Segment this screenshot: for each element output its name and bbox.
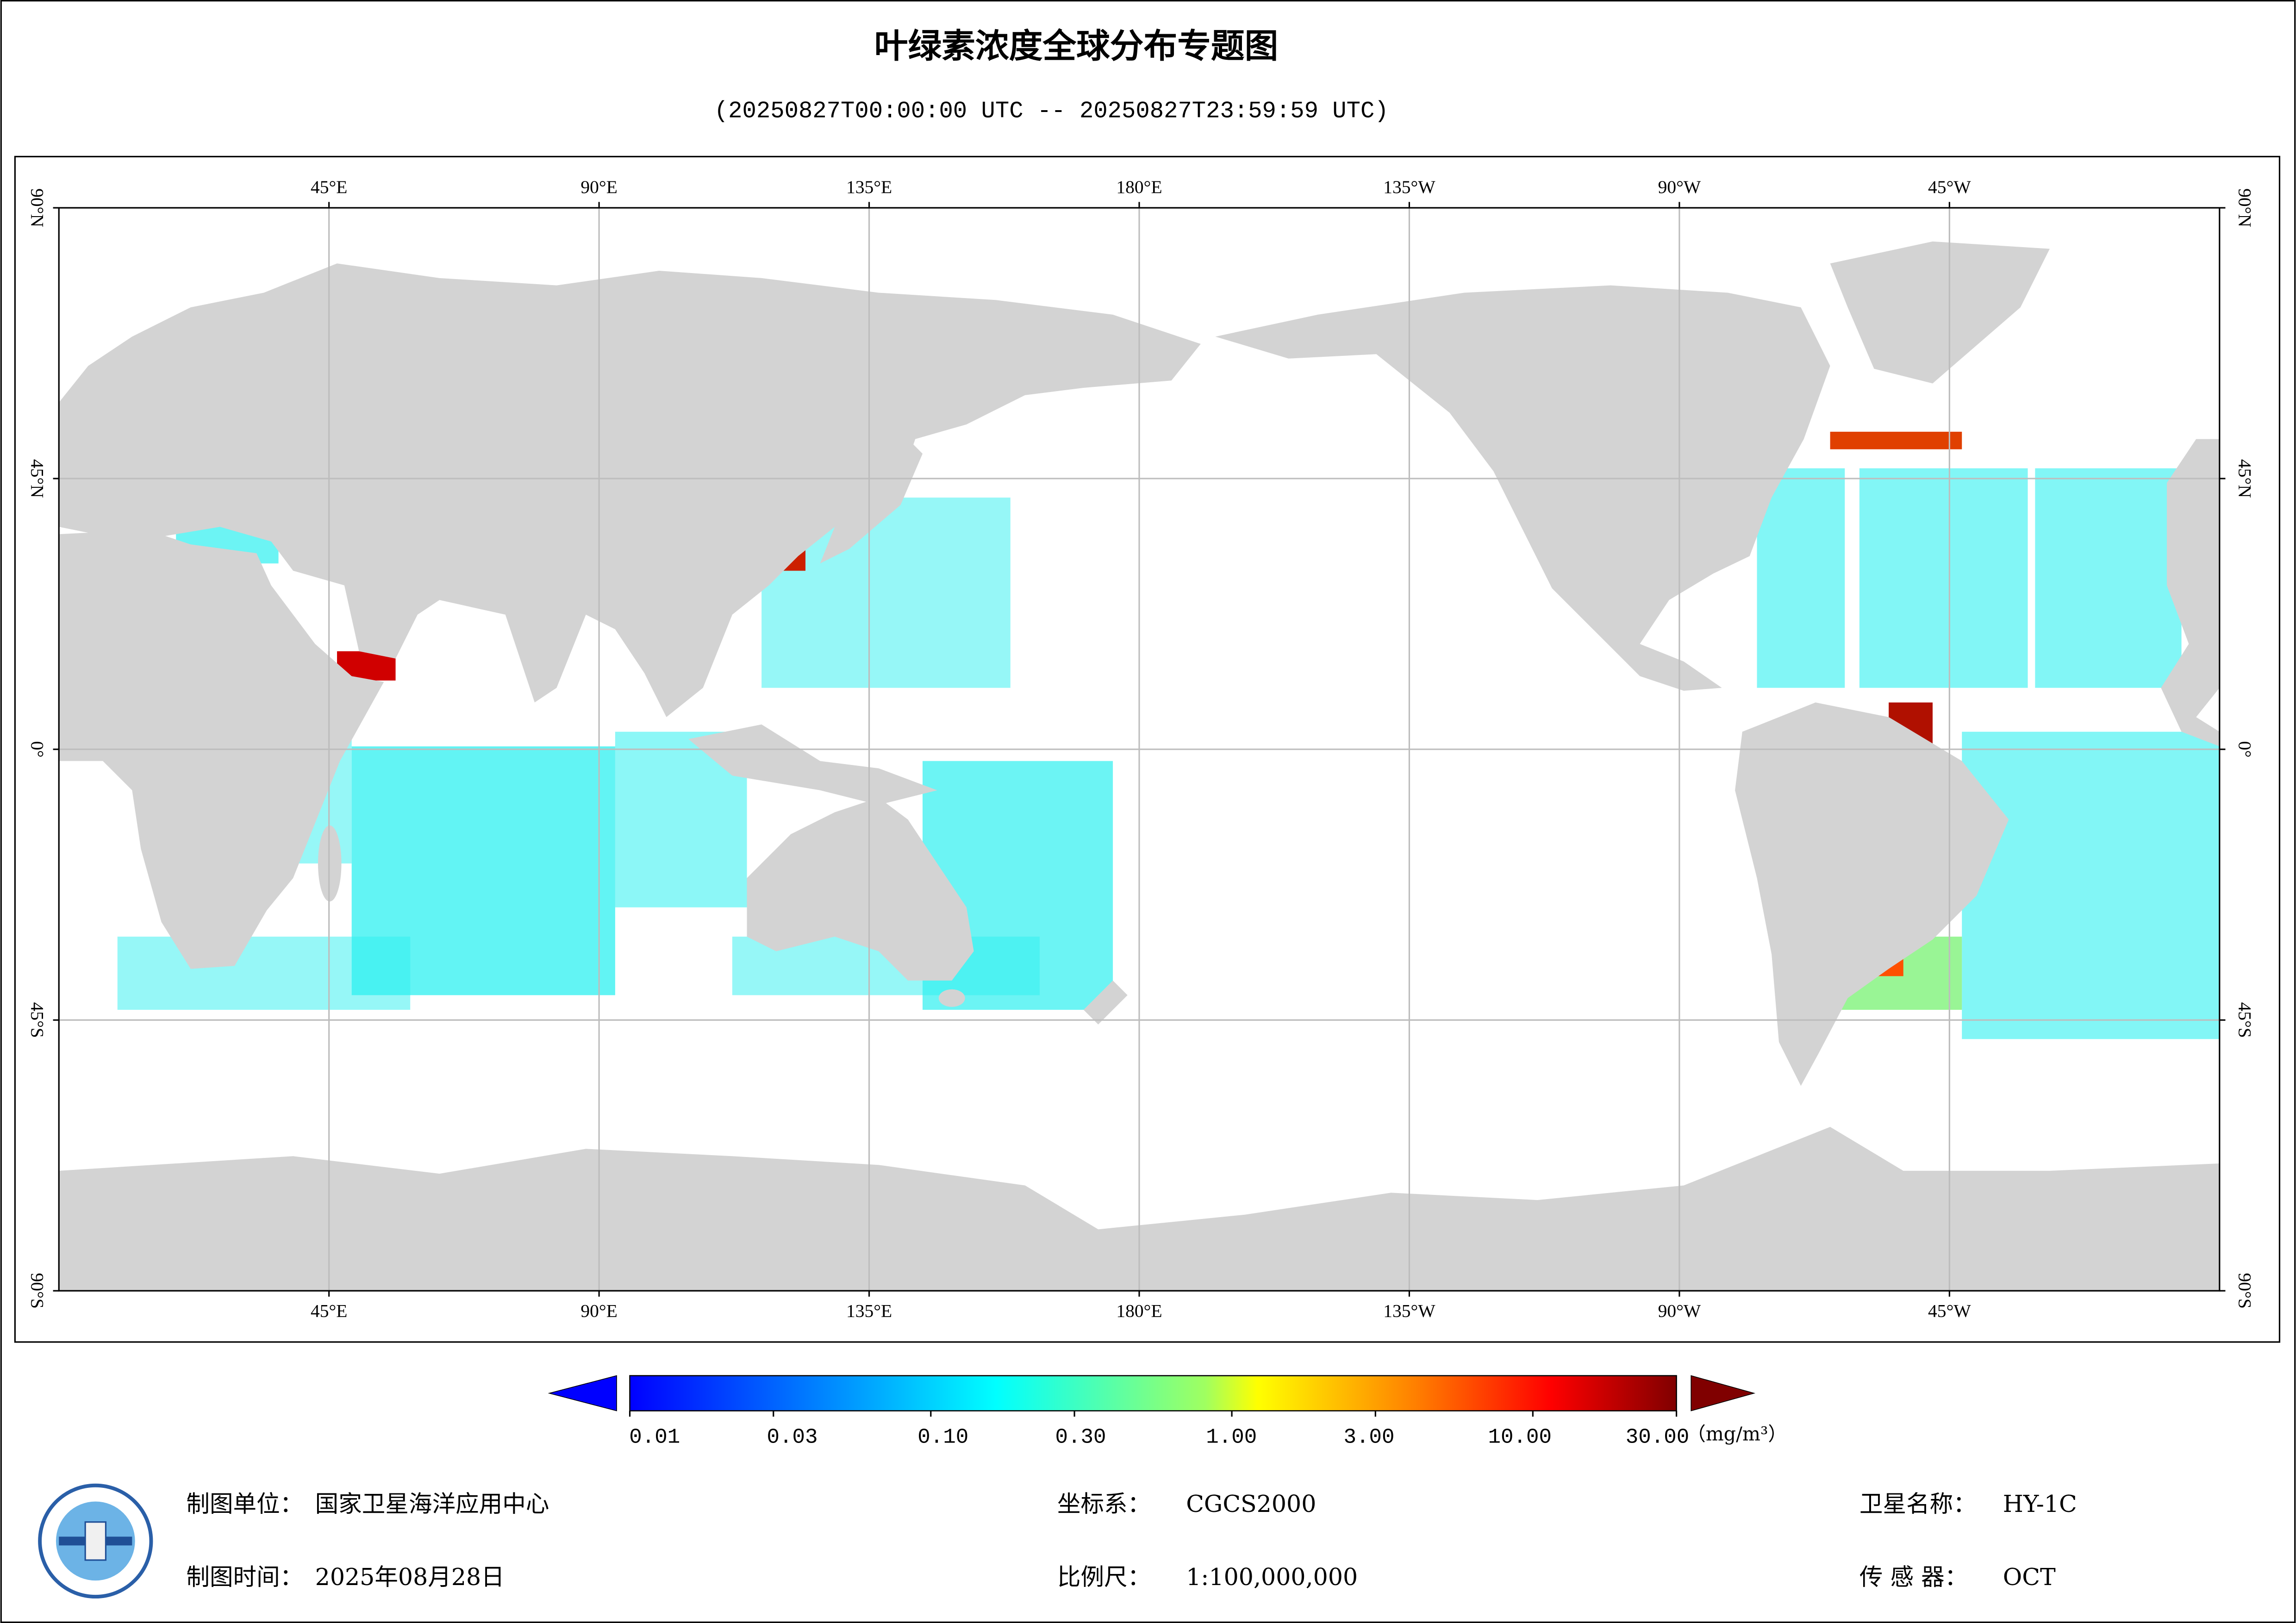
colorbar <box>629 1375 1677 1412</box>
colorbar-labels: 0.01 0.03 0.10 0.30 1.00 3.00 10.00 30.00（mg/m³… <box>629 1411 1787 1449</box>
colorbar-label: 0.30 <box>1055 1425 1106 1449</box>
footer-value: 国家卫星海洋应用中心 <box>315 1490 549 1517</box>
footer-value: OCT <box>2003 1563 2056 1591</box>
colorbar-unit: （mg/m³） <box>1687 1423 1787 1445</box>
map-labels: 45°E 45°E 90°E 90°E 135°E 135°E 180°E 180°E 135°… <box>27 177 2255 1321</box>
lon-label: 135°W <box>1383 1301 1435 1321</box>
lat-label: 90°N <box>27 188 48 227</box>
map-area <box>59 208 2220 1291</box>
colorbar-over-arrow <box>1691 1375 1756 1412</box>
lat-label: 45°S <box>27 1002 48 1038</box>
colorbar-label: 1.00 <box>1206 1425 1257 1449</box>
lat-label: 90°S <box>2234 1273 2255 1309</box>
lon-label: 90°E <box>580 177 617 197</box>
lat-label: 90°S <box>27 1273 48 1309</box>
map-outer-frame <box>14 155 2281 1343</box>
lon-label: 45°E <box>311 177 347 197</box>
lat-label: 0° <box>2234 741 2255 758</box>
logo <box>38 1483 153 1599</box>
footer-label: 制图单位： <box>186 1490 303 1517</box>
lat-label: 0° <box>27 741 48 758</box>
footer-label: 卫星名称： <box>1859 1490 1977 1517</box>
graticule <box>59 208 2220 1291</box>
lon-label: 180°E <box>1116 177 1162 197</box>
colorbar-label: 10.00 <box>1488 1425 1552 1449</box>
lat-label: 45°N <box>2234 459 2255 498</box>
colorbar-under-arrow <box>548 1375 617 1412</box>
lon-label: 45°W <box>1928 177 1971 197</box>
title: 叶绿素浓度全球分布专题图 <box>874 26 1279 66</box>
lat-label: 45°N <box>27 459 48 498</box>
lon-label: 135°E <box>846 1301 892 1321</box>
lon-label: 90°W <box>1658 1301 1701 1321</box>
footer-value: 1:100,000,000 <box>1186 1563 1358 1591</box>
lat-label: 45°S <box>2234 1002 2255 1038</box>
colorbar-label: 0.01 <box>629 1425 680 1449</box>
colorbar-label: 30.00 <box>1626 1425 1690 1449</box>
footer-label: 制图时间： <box>186 1563 303 1591</box>
lon-label: 180°E <box>1116 1301 1162 1321</box>
lon-label: 45°E <box>311 1301 347 1321</box>
colorbar-label: 0.03 <box>767 1425 818 1449</box>
lat-label: 90°N <box>2234 188 2255 227</box>
subtitle: (20250827T00:00:00 UTC -- 20250827T23:59… <box>714 99 1389 125</box>
footer-value: 2025年08月28日 <box>315 1563 505 1591</box>
colorbar-label: 0.10 <box>917 1425 968 1449</box>
footer-label: 比例尺： <box>1057 1563 1151 1591</box>
lon-label: 45°W <box>1928 1301 1971 1321</box>
footer-value: HY-1C <box>2003 1490 2077 1517</box>
lon-label: 90°E <box>580 1301 617 1321</box>
lon-label: 135°E <box>846 177 892 197</box>
footer-label: 传 感 器： <box>1859 1563 1968 1591</box>
footer-value: CGCS2000 <box>1186 1490 1316 1517</box>
colorbar-label: 3.00 <box>1343 1425 1394 1449</box>
lon-label: 90°W <box>1658 177 1701 197</box>
lon-label: 135°W <box>1383 177 1435 197</box>
footer-label: 坐标系： <box>1057 1490 1151 1517</box>
